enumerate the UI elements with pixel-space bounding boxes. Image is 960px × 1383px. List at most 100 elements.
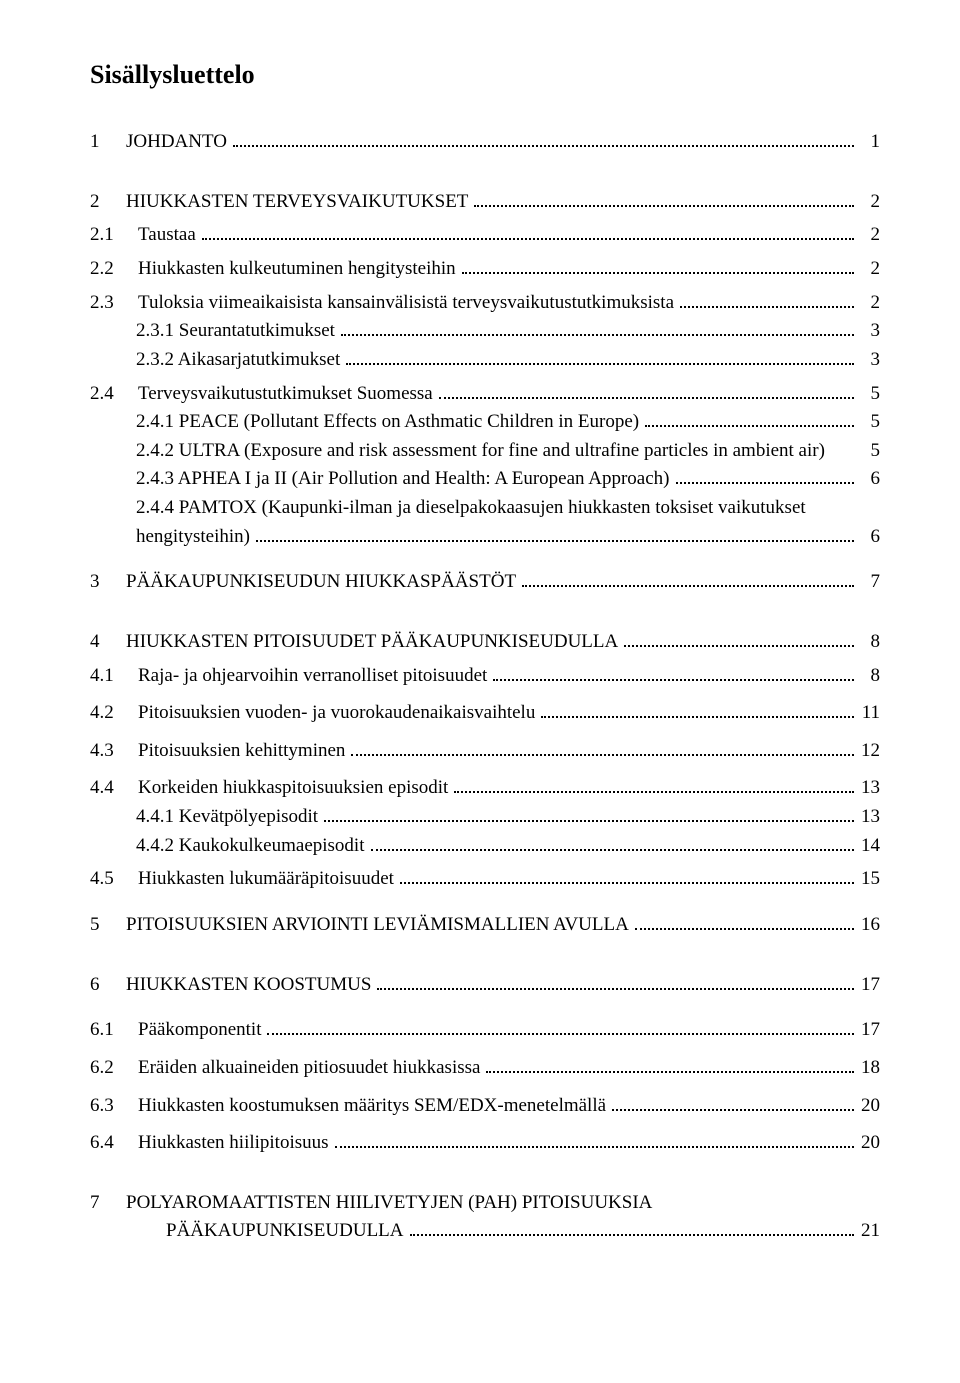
toc-entry-text: Pääkomponentit xyxy=(138,1016,261,1044)
toc-leader xyxy=(439,379,854,398)
toc-entry-text: JOHDANTO xyxy=(126,128,227,156)
toc-entry-number: 1 xyxy=(90,128,126,156)
toc-entry-text: Hiukkasten lukumääräpitoisuudet xyxy=(138,865,394,893)
toc-entry-number: 7 xyxy=(90,1189,126,1217)
toc-entry-page: 3 xyxy=(858,317,880,345)
toc-entry-text: HIUKKASTEN TERVEYSVAIKUTUKSET xyxy=(126,188,468,216)
toc-entry: 2.4.4 PAMTOX (Kaupunki-ilman ja dieselpa… xyxy=(90,494,880,522)
toc-entry-page: 13 xyxy=(858,774,880,802)
toc-leader xyxy=(400,865,854,884)
toc-entry: 6.4Hiukkasten hiilipitoisuus 20 xyxy=(90,1129,880,1157)
toc-entry-text: 2.3.2 Aikasarjatutkimukset xyxy=(136,346,340,374)
toc-entry-text: PÄÄKAUPUNKISEUDUN HIUKKASPÄÄSTÖT xyxy=(126,568,516,596)
toc-entry: 3PÄÄKAUPUNKISEUDUN HIUKKASPÄÄSTÖT7 xyxy=(90,568,880,596)
toc-entry-page: 2 xyxy=(858,255,880,283)
toc-entry: 7POLYAROMAATTISTEN HIILIVETYJEN (PAH) PI… xyxy=(90,1189,880,1217)
toc-entry-page: 20 xyxy=(858,1092,880,1120)
toc-entry: 2.3.2 Aikasarjatutkimukset 3 xyxy=(90,346,880,374)
toc-leader xyxy=(324,803,854,822)
toc-entry: 5PITOISUUKSIEN ARVIOINTI LEVIÄMISMALLIEN… xyxy=(90,911,880,939)
toc-leader xyxy=(410,1217,855,1236)
toc-entry-number: 4.1 xyxy=(90,662,138,690)
toc-entry: 2.2Hiukkasten kulkeutuminen hengitysteih… xyxy=(90,255,880,283)
toc-entry: 4.3Pitoisuuksien kehittyminen12 xyxy=(90,737,880,765)
toc-entry: 6.2Eräiden alkuaineiden pitiosuudet hiuk… xyxy=(90,1054,880,1082)
toc-entry: 2.4.1 PEACE (Pollutant Effects on Asthma… xyxy=(90,408,880,436)
toc-entry-number: 6.2 xyxy=(90,1054,138,1082)
toc-entry-number: 2.1 xyxy=(90,221,138,249)
toc-entry-number: 4 xyxy=(90,628,126,656)
toc-leader xyxy=(267,1016,854,1035)
toc-leader xyxy=(493,661,854,680)
toc-entry: 2.4.2 ULTRA (Exposure and risk assessmen… xyxy=(90,437,880,465)
toc-entry-text: Hiukkasten hiilipitoisuus xyxy=(138,1129,329,1157)
toc-entry-text: 2.4.1 PEACE (Pollutant Effects on Asthma… xyxy=(136,408,639,436)
toc-entry-text: PITOISUUKSIEN ARVIOINTI LEVIÄMISMALLIEN … xyxy=(126,911,629,939)
toc-leader xyxy=(462,255,854,274)
toc-leader xyxy=(454,774,854,793)
toc-entry-text: Hiukkasten kulkeutuminen hengitysteihin xyxy=(138,255,456,283)
toc-title: Sisällysluettelo xyxy=(90,60,880,90)
toc-entry-page: 3 xyxy=(858,346,880,374)
toc-entry-text: hengitysteihin) xyxy=(136,523,250,551)
toc-leader xyxy=(371,832,855,851)
toc-leader xyxy=(377,971,854,990)
toc-entry-page: 14 xyxy=(858,832,880,860)
toc-entry-number: 2 xyxy=(90,188,126,216)
toc-entry-text: 2.4.3 APHEA I ja II (Air Pollution and H… xyxy=(136,465,670,493)
toc-entry-number: 3 xyxy=(90,568,126,596)
toc-entry-text: 2.4.2 ULTRA (Exposure and risk assessmen… xyxy=(136,437,825,465)
toc-entry-text: 2.4.4 PAMTOX (Kaupunki-ilman ja dieselpa… xyxy=(136,494,806,522)
toc-leader xyxy=(233,128,854,147)
toc-entry: 4.4.1 Kevätpölyepisodit13 xyxy=(90,803,880,831)
toc-entry: 4.1Raja- ja ohjearvoihin verranolliset p… xyxy=(90,661,880,689)
toc-entry-number: 6.3 xyxy=(90,1092,138,1120)
toc-leader xyxy=(541,699,854,718)
toc-list: 1JOHDANTO12HIUKKASTEN TERVEYSVAIKUTUKSET… xyxy=(90,128,880,1245)
toc-leader xyxy=(635,911,854,930)
toc-leader xyxy=(624,628,854,647)
toc-leader xyxy=(522,568,854,587)
toc-leader xyxy=(612,1091,854,1110)
toc-entry-number: 4.2 xyxy=(90,699,138,727)
toc-entry-number: 4.3 xyxy=(90,737,138,765)
toc-leader xyxy=(256,523,854,542)
toc-leader xyxy=(474,188,854,207)
toc-entry: 2.3Tuloksia viimeaikaisista kansainvälis… xyxy=(90,289,880,317)
toc-entry-page: 20 xyxy=(858,1129,880,1157)
toc-entry-page: 2 xyxy=(858,188,880,216)
toc-leader xyxy=(346,346,854,365)
toc-leader xyxy=(676,465,855,484)
toc-entry-number: 2.2 xyxy=(90,255,138,283)
toc-entry: PÄÄKAUPUNKISEUDULLA21 xyxy=(90,1217,880,1245)
toc-entry-page: 18 xyxy=(858,1054,880,1082)
toc-entry-page: 8 xyxy=(858,628,880,656)
toc-entry-text: 4.4.2 Kaukokulkeumaepisodit xyxy=(136,832,365,860)
toc-entry: hengitysteihin) 6 xyxy=(90,523,880,551)
toc-entry-text: Pitoisuuksien vuoden- ja vuorokaudenaika… xyxy=(138,699,535,727)
toc-entry: 6.3Hiukkasten koostumuksen määritys SEM/… xyxy=(90,1091,880,1119)
toc-entry-page: 5 xyxy=(858,437,880,465)
toc-entry: 2.1Taustaa 2 xyxy=(90,221,880,249)
toc-entry: 2.3.1 Seurantatutkimukset3 xyxy=(90,317,880,345)
toc-entry-page: 6 xyxy=(858,465,880,493)
toc-entry-text: Taustaa xyxy=(138,221,196,249)
toc-entry: 6.1Pääkomponentit17 xyxy=(90,1016,880,1044)
toc-entry: 2HIUKKASTEN TERVEYSVAIKUTUKSET2 xyxy=(90,188,880,216)
toc-entry-page: 5 xyxy=(858,380,880,408)
toc-entry-page: 6 xyxy=(858,523,880,551)
toc-entry-page: 5 xyxy=(858,408,880,436)
toc-entry-number: 6.4 xyxy=(90,1129,138,1157)
toc-leader xyxy=(351,737,854,756)
toc-entry-number: 2.3 xyxy=(90,289,138,317)
toc-entry-page: 8 xyxy=(858,662,880,690)
toc-entry-page: 11 xyxy=(858,699,880,727)
toc-entry: 4HIUKKASTEN PITOISUUDET PÄÄKAUPUNKISEUDU… xyxy=(90,628,880,656)
toc-entry-page: 2 xyxy=(858,221,880,249)
toc-entry-page: 2 xyxy=(858,289,880,317)
toc-entry-text: Korkeiden hiukkaspitoisuuksien episodit xyxy=(138,774,448,802)
toc-entry-text: 4.4.1 Kevätpölyepisodit xyxy=(136,803,318,831)
toc-entry-number: 4.5 xyxy=(90,865,138,893)
toc-entry: 6HIUKKASTEN KOOSTUMUS17 xyxy=(90,971,880,999)
toc-leader xyxy=(486,1054,854,1073)
